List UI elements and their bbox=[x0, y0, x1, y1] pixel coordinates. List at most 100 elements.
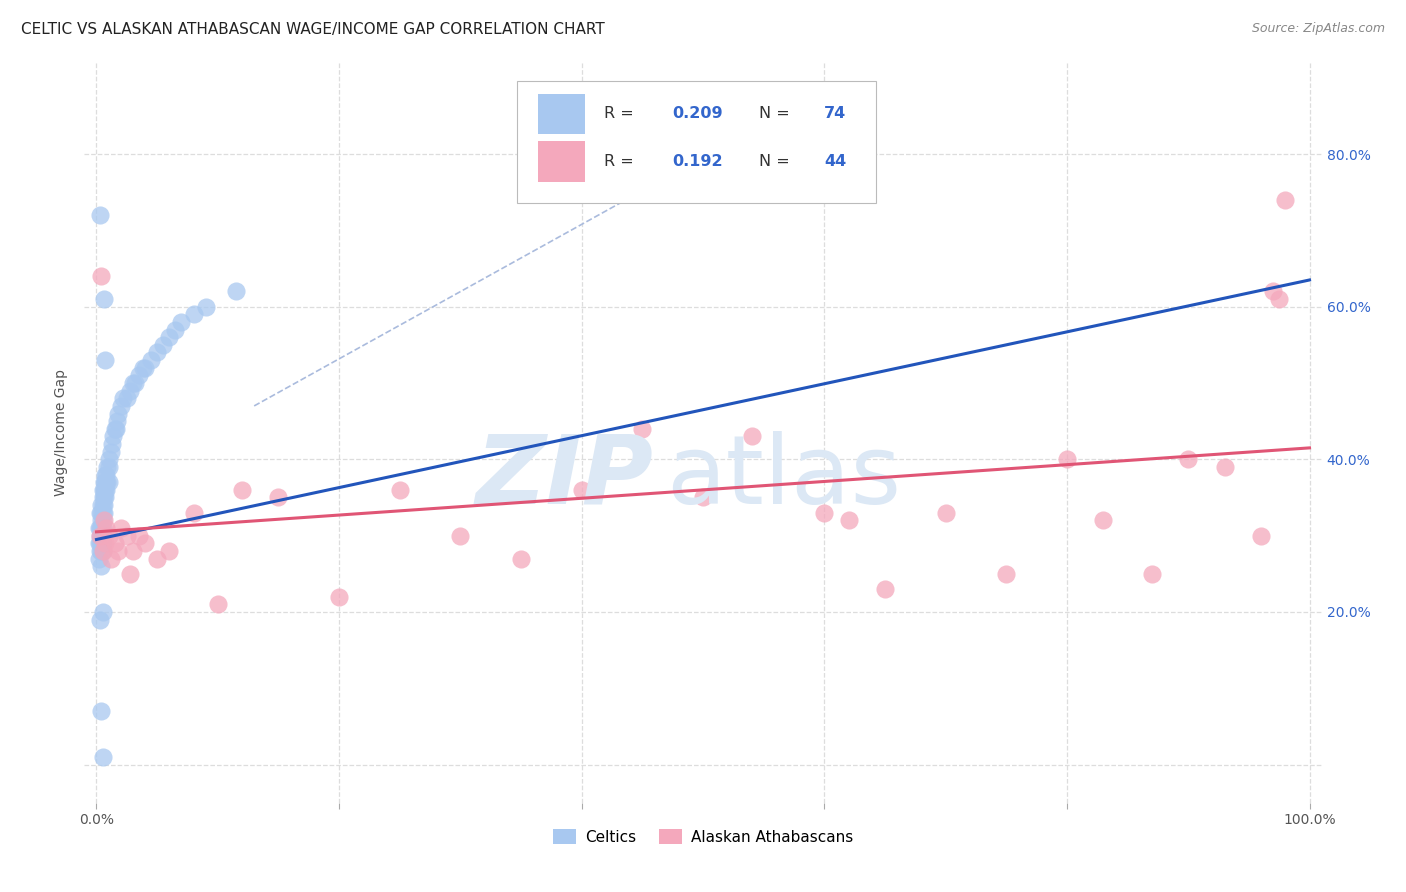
Point bbox=[388, 483, 411, 497]
Point bbox=[94, 467, 117, 482]
Point bbox=[87, 521, 110, 535]
Point bbox=[89, 506, 111, 520]
Point bbox=[91, 605, 114, 619]
Text: N =: N = bbox=[759, 154, 794, 169]
Point bbox=[90, 498, 112, 512]
Point bbox=[89, 208, 111, 222]
Point bbox=[90, 529, 112, 543]
Point bbox=[146, 345, 169, 359]
Point bbox=[97, 452, 120, 467]
Point bbox=[873, 582, 896, 596]
Point bbox=[91, 521, 114, 535]
Point bbox=[692, 491, 714, 505]
Point bbox=[87, 551, 110, 566]
Point bbox=[91, 544, 114, 558]
Point bbox=[1250, 529, 1272, 543]
Point bbox=[157, 544, 180, 558]
Point bbox=[94, 491, 117, 505]
Point bbox=[157, 330, 180, 344]
Point bbox=[91, 529, 114, 543]
Point bbox=[935, 506, 957, 520]
Point bbox=[93, 483, 115, 497]
Point bbox=[631, 422, 654, 436]
Text: 0.192: 0.192 bbox=[672, 154, 723, 169]
Point bbox=[96, 460, 118, 475]
Point bbox=[91, 536, 114, 550]
Point bbox=[105, 414, 128, 428]
Point bbox=[90, 544, 112, 558]
Point bbox=[115, 529, 138, 543]
Point bbox=[1056, 452, 1078, 467]
Point bbox=[89, 544, 111, 558]
Text: R =: R = bbox=[605, 106, 638, 121]
Point bbox=[94, 475, 117, 490]
Point bbox=[120, 566, 142, 581]
Point bbox=[101, 437, 124, 451]
Point bbox=[134, 360, 156, 375]
Point bbox=[87, 536, 110, 550]
Point bbox=[231, 483, 253, 497]
Point bbox=[1261, 285, 1284, 299]
Point bbox=[1177, 452, 1199, 467]
Point bbox=[89, 613, 111, 627]
Point bbox=[131, 360, 153, 375]
Point bbox=[91, 483, 114, 497]
Point bbox=[115, 391, 138, 405]
Point bbox=[96, 475, 118, 490]
Text: atlas: atlas bbox=[666, 431, 901, 524]
Point bbox=[91, 544, 114, 558]
Point bbox=[122, 544, 145, 558]
Point bbox=[813, 506, 835, 520]
Point bbox=[96, 483, 118, 497]
Point bbox=[96, 475, 118, 490]
Point bbox=[1268, 292, 1291, 306]
Point bbox=[1092, 513, 1115, 527]
Point bbox=[120, 384, 142, 398]
Point bbox=[510, 551, 533, 566]
Point bbox=[124, 376, 146, 390]
Point bbox=[225, 285, 247, 299]
Point bbox=[97, 475, 120, 490]
Bar bbox=[538, 94, 585, 135]
Point bbox=[207, 598, 229, 612]
Point bbox=[139, 353, 162, 368]
Y-axis label: Wage/Income Gap: Wage/Income Gap bbox=[55, 369, 69, 496]
Text: 0.209: 0.209 bbox=[672, 106, 723, 121]
Point bbox=[91, 506, 114, 520]
Point bbox=[89, 521, 111, 535]
Point bbox=[97, 529, 120, 543]
Point bbox=[94, 353, 117, 368]
Bar bbox=[538, 141, 585, 182]
Point bbox=[112, 391, 135, 405]
Point bbox=[1274, 193, 1296, 207]
Point bbox=[90, 513, 112, 527]
Point bbox=[152, 338, 174, 352]
Point bbox=[449, 529, 471, 543]
Point bbox=[104, 422, 127, 436]
Point bbox=[571, 483, 593, 497]
Point bbox=[90, 269, 112, 284]
Point bbox=[183, 307, 205, 321]
Point bbox=[104, 536, 127, 550]
Point bbox=[93, 498, 115, 512]
Point bbox=[90, 521, 112, 535]
Text: Source: ZipAtlas.com: Source: ZipAtlas.com bbox=[1251, 22, 1385, 36]
Point bbox=[170, 315, 193, 329]
Point bbox=[91, 498, 114, 512]
Point bbox=[107, 407, 129, 421]
Text: ZIP: ZIP bbox=[475, 431, 654, 524]
Point bbox=[93, 475, 115, 490]
Point bbox=[134, 536, 156, 550]
Point bbox=[91, 513, 114, 527]
Point bbox=[90, 559, 112, 574]
Point bbox=[165, 322, 187, 336]
Point bbox=[96, 521, 118, 535]
Point bbox=[104, 422, 127, 436]
Point bbox=[93, 491, 115, 505]
Point bbox=[1140, 566, 1163, 581]
Point bbox=[96, 467, 118, 482]
Point bbox=[91, 750, 114, 764]
Point bbox=[267, 491, 290, 505]
Point bbox=[90, 536, 112, 550]
Point bbox=[128, 529, 150, 543]
